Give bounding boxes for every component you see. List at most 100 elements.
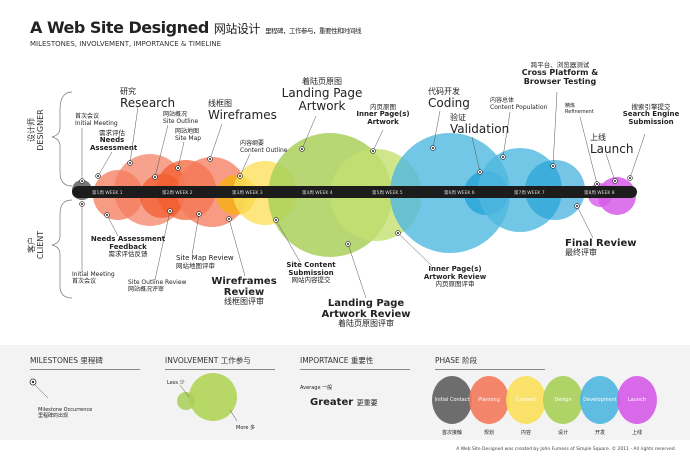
milestone-marker-dot [239,175,241,177]
label-en: Site Map [175,134,202,142]
milestone-marker-dot [629,177,631,179]
milestone-marker-dot [479,171,481,173]
designer-brace [51,91,73,187]
phase-content: Content [506,376,546,424]
callout-line [191,213,200,256]
label-cn: 验证 [450,113,466,122]
legend-phase-title: PHASE 阶段 [435,355,545,370]
week-label: 第6周 WEEK 6 [444,191,475,196]
label-cn: 着陆页原图 [302,77,342,86]
label-cn: 最终评审 [565,248,597,257]
client-inner-page-artwork-review: Inner Page(s) Artwork Review 内页原图评审 [420,265,490,289]
label-cn: 线框图评审 [224,297,264,306]
label-en: Initial Meeting [72,271,115,278]
callout-line [154,124,169,178]
label-en: Wireframes [208,107,277,122]
timeline-diagram [51,91,646,299]
involvement-more-circle [189,373,237,421]
title-cn-sub: 里程碑，工作参与，重要性和时间线 [264,27,362,35]
label-cn: 着陆页原图评审 [338,319,394,328]
milestone-marker-dot [596,183,598,185]
label-en: Landing Page Artwork [281,85,363,113]
label-cn: 上线 [590,133,606,142]
callout-line [502,111,511,158]
label-cn: 内容纲要 [240,140,265,147]
label-en: Initial Meeting [75,119,118,127]
milestone-marker-dot [97,175,99,177]
callout-line [432,110,441,149]
client-wireframes-review: Wireframes Review 线框图评审 [208,276,280,307]
callout-line [239,153,251,177]
title-en: A Web Site Designed [30,18,209,37]
milestone-inner-page-artwork: 内页原图 Inner Page(s) Artwork [352,103,414,127]
callout-line [629,133,646,179]
label-cn: 内容总体 [490,97,515,104]
milestone-marker-dot [129,162,131,164]
label-cn: 网站地图 [175,128,200,135]
milestone-marker-dot [576,205,578,207]
label-cn: 需求评估 [99,129,125,137]
label-cn: 网站概况 [163,111,188,118]
label-cn: 精炼 [565,103,576,109]
label-en: Site Content Submission [286,261,336,277]
milestone-refinement: 精炼 Refinement [565,103,594,115]
label-en: Site Outline [163,117,199,125]
milestone-marker-dot [552,165,554,167]
milestone-marker-dot [372,150,374,152]
milestone-marker-dot [228,218,230,220]
legend-importance-title: IMPORTANCE 重要性 [300,355,410,370]
label-en: Needs Assessment Feedback [90,235,166,251]
milestone-marker-dot [81,203,83,205]
label-cn: 网站内容提交 [291,276,331,285]
milestone-marker-line [33,383,49,399]
milestone-marker-dot [177,167,179,169]
legend-involvement-title: INVOLVEMENT 工作参与 [165,355,275,370]
client-site-content-submission: Site Content Submission 网站内容提交 [280,261,342,285]
more-pointer [229,409,238,422]
label-en: Wireframes Review [211,276,277,298]
legend-milestones-title: MILESTONES 里程碑 [30,355,140,370]
label-cn: 研究 [120,87,136,96]
milestone-site-map: 网站地图 Site Map [175,128,202,142]
designer-side-label: 设计师 DESIGNER [27,95,46,165]
week-label: 第2周 WEEK 2 [162,191,193,196]
label-cn: 线框图 [208,99,232,108]
label-en: Inner Page(s) Artwork [356,110,410,126]
client-landing-page-artwork-review: Landing Page Artwork Review 着陆页原图评审 [318,298,414,329]
week-label: 第3周 WEEK 3 [232,191,263,196]
involvement-less-label: Less 少 [167,380,185,386]
desc-cn: 里程碑的出现 [38,413,69,419]
phase-design: Design [543,376,583,424]
milestone-initial-meeting: 首次会议 Initial Meeting [75,113,118,127]
label-en: Landing Page Artwork Review [321,298,411,320]
milestone-marker-dot [209,158,211,160]
milestone-landing-page-artwork: 着陆页原图 Landing Page Artwork [268,77,376,113]
label-en: Final Review [565,238,637,249]
client-needs-assessment-feedback: Needs Assessment Feedback 需求评估反馈 [86,235,170,259]
label-en: Validation [450,121,510,136]
label-en: Site Map Review [176,254,234,262]
label-cn: 内页原图 [370,103,396,111]
milestone-marker-dot [347,243,349,245]
client-final-review: Final Review 最终评审 [565,238,636,258]
phase-initial-contact: Initial Contact [432,376,472,424]
label-cn: 代码开发 [428,87,460,96]
label-en: Needs Assessment [90,136,138,152]
title-cn: 网站设计 [213,22,261,36]
label-cn: 搜索引擎提交 [631,103,671,111]
importance-average-label: Average 一般 [300,385,333,391]
milestone-content-outline: 内容纲要 Content Outline [240,140,287,154]
milestone-marker-dot [81,180,83,182]
milestone-marker-dot [106,214,108,216]
milestone-research: 研究 Research [120,87,175,110]
label-en: Inner Page(s) Artwork Review [423,265,487,281]
client-initial-meeting: Initial Meeting 首次会议 [72,271,115,285]
callout-line [347,243,367,299]
callout-line [301,115,317,150]
legend-graphics [29,373,238,422]
label-en: Refinement [565,108,594,115]
phase-cn-label: 上线 [631,430,642,436]
callout-line [97,151,113,177]
label-cn: 首次会议 [72,277,97,285]
milestone-wireframes: 线框图 Wireframes [208,99,277,122]
